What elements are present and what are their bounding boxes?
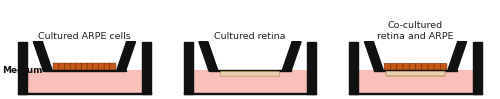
FancyBboxPatch shape [82, 63, 87, 70]
Bar [358, 70, 472, 93]
Polygon shape [116, 42, 136, 71]
Bar [193, 70, 307, 93]
FancyBboxPatch shape [434, 64, 440, 70]
Polygon shape [18, 42, 28, 94]
Text: Medium: Medium [2, 66, 42, 75]
Polygon shape [448, 42, 466, 71]
Polygon shape [199, 42, 218, 71]
Text: Cultured ARPE cells: Cultured ARPE cells [38, 32, 131, 41]
FancyBboxPatch shape [416, 64, 422, 70]
FancyBboxPatch shape [428, 64, 434, 70]
FancyBboxPatch shape [104, 63, 110, 70]
Polygon shape [282, 42, 301, 71]
FancyBboxPatch shape [98, 63, 104, 70]
FancyBboxPatch shape [93, 63, 99, 70]
Polygon shape [34, 42, 52, 71]
Polygon shape [209, 70, 291, 71]
Text: Cultured retina: Cultured retina [214, 32, 286, 41]
Polygon shape [364, 42, 384, 71]
FancyBboxPatch shape [70, 63, 76, 70]
Text: Co-cultured
retina and ARPE: Co-cultured retina and ARPE [378, 21, 454, 41]
Polygon shape [472, 42, 482, 94]
Bar [28, 70, 142, 93]
FancyBboxPatch shape [422, 64, 428, 70]
FancyBboxPatch shape [384, 64, 390, 70]
FancyBboxPatch shape [110, 63, 116, 70]
Polygon shape [307, 42, 316, 94]
Polygon shape [18, 93, 150, 94]
FancyBboxPatch shape [59, 63, 65, 70]
Polygon shape [350, 93, 482, 94]
FancyBboxPatch shape [76, 63, 82, 70]
FancyBboxPatch shape [396, 64, 403, 70]
FancyBboxPatch shape [53, 63, 59, 70]
Polygon shape [44, 70, 126, 71]
FancyBboxPatch shape [390, 64, 397, 70]
Polygon shape [184, 93, 316, 94]
FancyBboxPatch shape [220, 71, 280, 76]
FancyBboxPatch shape [386, 71, 445, 76]
FancyBboxPatch shape [440, 64, 447, 70]
FancyBboxPatch shape [87, 63, 93, 70]
Polygon shape [142, 42, 150, 94]
FancyBboxPatch shape [64, 63, 70, 70]
Polygon shape [184, 42, 193, 94]
FancyBboxPatch shape [409, 64, 416, 70]
Polygon shape [374, 70, 456, 71]
FancyBboxPatch shape [403, 64, 409, 70]
FancyBboxPatch shape [386, 71, 445, 76]
Polygon shape [350, 42, 358, 94]
